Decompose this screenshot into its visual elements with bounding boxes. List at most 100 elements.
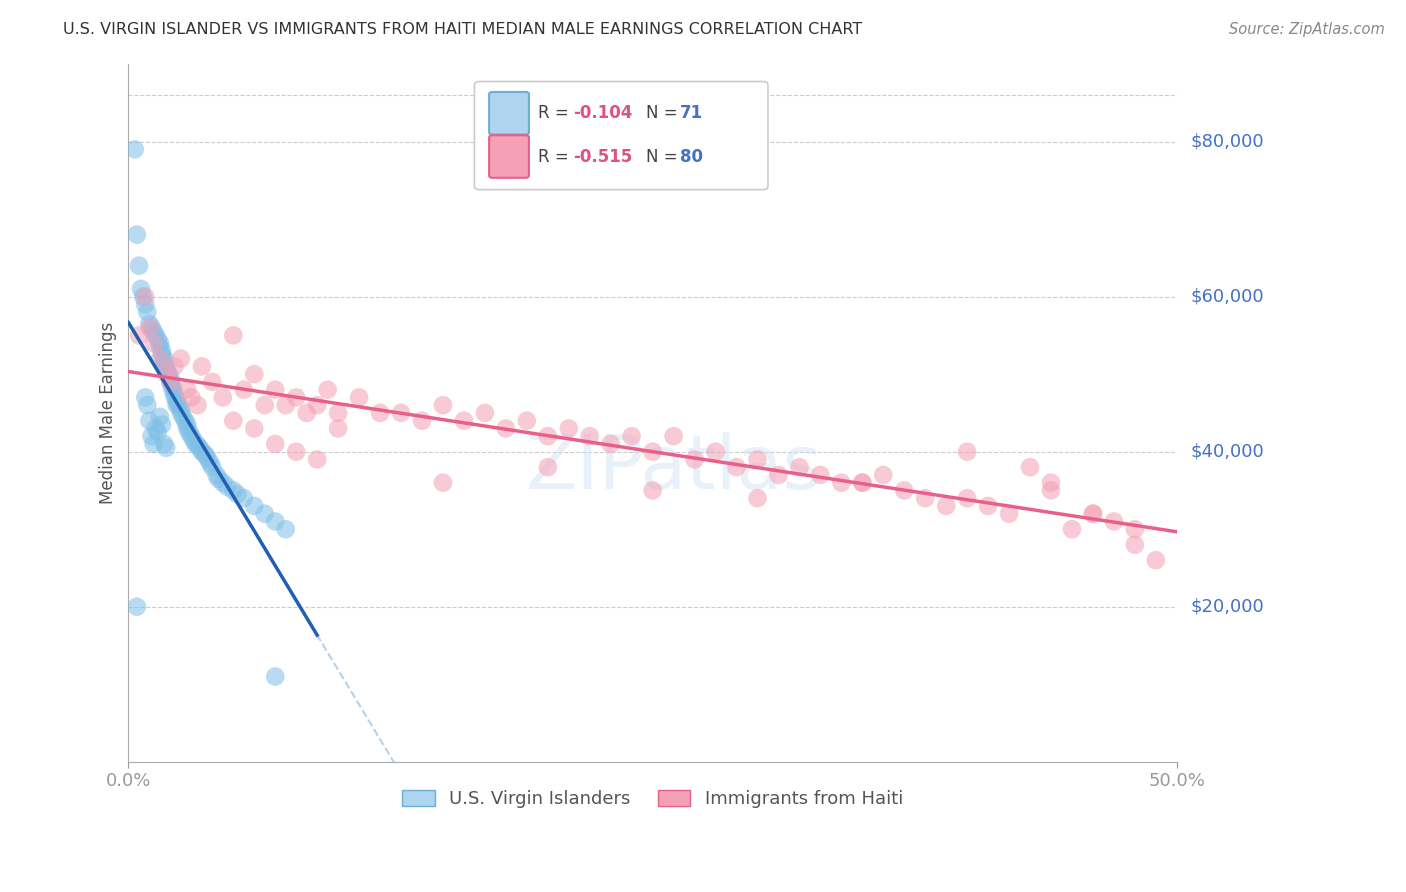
Point [191, 359, 214, 374]
Point [316, 383, 339, 397]
Point [977, 499, 1000, 513]
Point [285, 391, 308, 405]
Point [129, 282, 152, 296]
Point [128, 259, 150, 273]
Point [142, 325, 165, 339]
Point [153, 355, 176, 369]
Point [155, 441, 177, 455]
Point [163, 391, 186, 405]
Point [187, 398, 209, 412]
Point [347, 391, 370, 405]
Point [872, 467, 894, 482]
Point [167, 398, 190, 412]
Point [725, 460, 748, 475]
Point [789, 460, 811, 475]
Point [184, 437, 207, 451]
Point [170, 351, 193, 366]
Point [153, 437, 176, 451]
Point [558, 421, 581, 435]
Point [956, 491, 979, 506]
Point [683, 452, 706, 467]
Point [195, 449, 218, 463]
Point [1081, 507, 1104, 521]
Point [159, 371, 181, 385]
Point [149, 409, 172, 424]
Point [222, 483, 245, 498]
Text: 80: 80 [681, 147, 703, 166]
Point [432, 475, 454, 490]
Point [1144, 553, 1167, 567]
Point [166, 394, 188, 409]
Point [808, 467, 831, 482]
Point [145, 421, 167, 435]
Point [172, 409, 194, 424]
Text: N =: N = [647, 147, 683, 166]
Point [264, 437, 287, 451]
Point [599, 437, 621, 451]
Point [170, 402, 193, 417]
Point [149, 336, 172, 351]
Point [201, 460, 224, 475]
Point [935, 499, 957, 513]
Point [495, 421, 517, 435]
Point [830, 475, 852, 490]
Point [176, 383, 198, 397]
Point [768, 467, 790, 482]
Point [201, 375, 224, 389]
Point [170, 406, 193, 420]
Text: -0.104: -0.104 [574, 104, 633, 122]
Point [176, 417, 198, 432]
Point [222, 328, 245, 343]
Point [253, 398, 276, 412]
Point [125, 227, 148, 242]
Point [222, 414, 245, 428]
Point [128, 328, 150, 343]
Point [149, 351, 172, 366]
Point [243, 367, 266, 381]
Point [138, 414, 160, 428]
Point [641, 483, 664, 498]
Point [141, 320, 163, 334]
Point [747, 452, 769, 467]
Point [326, 406, 349, 420]
Point [243, 499, 266, 513]
Point [159, 375, 181, 389]
Point [136, 398, 159, 412]
Point [157, 367, 180, 381]
Point [274, 398, 297, 412]
Point [264, 669, 287, 683]
Point [641, 444, 664, 458]
FancyBboxPatch shape [489, 92, 529, 135]
Text: $20,000: $20,000 [1191, 598, 1264, 615]
Point [368, 406, 391, 420]
Point [1123, 522, 1146, 536]
Point [1019, 460, 1042, 475]
Point [150, 417, 173, 432]
Point [274, 522, 297, 536]
Point [187, 438, 209, 452]
Point [191, 444, 214, 458]
Point [474, 406, 496, 420]
Point [243, 421, 266, 435]
Text: 71: 71 [681, 104, 703, 122]
Point [851, 475, 873, 490]
Y-axis label: Median Male Earnings: Median Male Earnings [100, 322, 117, 504]
Point [188, 441, 211, 455]
Point [578, 429, 600, 443]
Point [215, 479, 238, 493]
Point [142, 336, 165, 351]
Point [134, 297, 156, 311]
Point [411, 414, 433, 428]
Text: Source: ZipAtlas.com: Source: ZipAtlas.com [1229, 22, 1385, 37]
FancyBboxPatch shape [489, 136, 529, 178]
Point [162, 383, 184, 397]
Point [157, 367, 180, 381]
Point [136, 305, 159, 319]
Point [264, 383, 287, 397]
Point [226, 487, 249, 501]
Point [998, 507, 1021, 521]
Text: R =: R = [538, 104, 575, 122]
Point [516, 414, 538, 428]
Point [176, 421, 198, 435]
Text: N =: N = [647, 104, 683, 122]
